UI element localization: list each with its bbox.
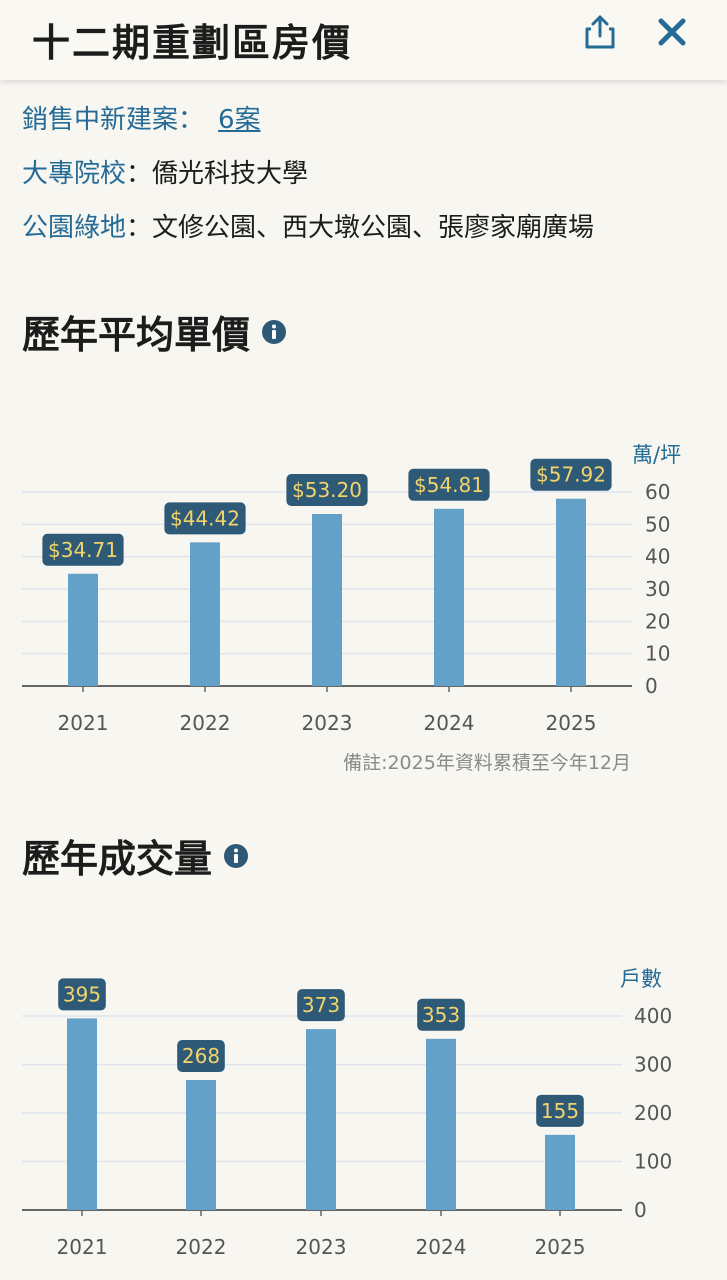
data-label: 353 <box>422 1003 460 1027</box>
info-sales-row: 銷售中新建案： 6案 <box>22 102 261 138</box>
share-icon <box>585 15 615 49</box>
y-tick-label: 300 <box>634 1053 672 1077</box>
x-tick-label: 2025 <box>535 1235 586 1259</box>
volume-bar-chart: 0 100 200 300 400 戶數 2021 395 2022 268 2023 373 2024… <box>22 967 672 1259</box>
data-label-badge <box>58 978 106 1011</box>
x-tick-label: 2023 <box>302 711 353 735</box>
info-college-row: 大專院校：僑光科技大學 <box>22 156 308 192</box>
data-label: 268 <box>182 1044 220 1068</box>
bar <box>68 573 98 686</box>
bar <box>312 513 342 686</box>
info-parks-row: 公園綠地：文修公園、西大墩公園、張廖家廟廣場 <box>22 210 594 246</box>
top-bar: 十二期重劃區房價 <box>0 0 727 80</box>
y-tick-label: 200 <box>634 1101 672 1125</box>
volume-info-icon[interactable] <box>224 843 249 868</box>
college-value: 僑光科技大學 <box>152 159 309 189</box>
data-label: $34.71 <box>48 538 118 562</box>
bar <box>426 1038 456 1210</box>
data-label-badge <box>297 989 345 1022</box>
close-button[interactable] <box>648 12 696 52</box>
x-tick-label: 2023 <box>296 1235 347 1259</box>
page-title: 十二期重劃區房價 <box>32 21 353 65</box>
bar <box>190 542 220 686</box>
price-bar-chart: 0 10 20 30 40 50 60 萬/坪 2021 $34.71 2022 $44.42 2023… <box>22 443 681 735</box>
sales-sep: ： <box>178 105 205 135</box>
x-tick-label: 2022 <box>176 1235 227 1259</box>
data-label: $57.92 <box>536 463 606 487</box>
data-label-badge <box>417 998 465 1031</box>
unit-label: 戶數 <box>620 967 662 991</box>
data-label: $53.20 <box>292 478 362 502</box>
bar <box>545 1134 575 1210</box>
close-icon <box>658 18 686 46</box>
x-tick-label: 2024 <box>416 1235 467 1259</box>
data-label-badge <box>408 468 490 501</box>
bar <box>556 498 586 686</box>
sales-count-link[interactable]: 6案 <box>218 105 261 135</box>
sales-label: 銷售中新建案 <box>22 105 179 135</box>
y-tick-label: 60 <box>645 480 670 504</box>
data-label: $54.81 <box>414 473 484 497</box>
volume-section-title: 歷年成交量 <box>22 828 249 883</box>
data-label: $44.42 <box>170 506 240 530</box>
data-label: 155 <box>541 1099 579 1123</box>
y-tick-label: 400 <box>634 1004 672 1028</box>
x-tick-label: 2021 <box>57 1235 108 1259</box>
parks-value: 文修公園、西大墩公園、張廖家廟廣場 <box>152 213 595 243</box>
price-note: 備註:2025年資料累積至今年12月 <box>343 752 631 774</box>
data-label-badge <box>164 502 246 535</box>
y-tick-label: 40 <box>645 545 670 569</box>
y-tick-label: 0 <box>645 674 658 698</box>
y-tick-label: 50 <box>645 512 670 536</box>
price-section-title: 歷年平均單價 <box>22 304 287 359</box>
data-label: 395 <box>63 982 101 1006</box>
data-label-badge <box>536 1094 584 1127</box>
bar <box>306 1029 336 1210</box>
college-label: 大專院校 <box>22 159 127 189</box>
x-tick-label: 2025 <box>546 711 597 735</box>
price-title-text: 歷年平均單價 <box>22 313 251 357</box>
x-tick-label: 2024 <box>424 711 475 735</box>
x-tick-label: 2021 <box>58 711 109 735</box>
data-label-badge <box>42 533 124 566</box>
x-tick-label: 2022 <box>180 711 231 735</box>
bar <box>434 508 464 686</box>
unit-label: 萬/坪 <box>632 443 681 467</box>
data-label-badge <box>286 473 368 506</box>
y-tick-label: 0 <box>634 1198 647 1222</box>
data-label-badge <box>530 458 612 491</box>
parks-label: 公園綠地 <box>22 213 127 243</box>
y-tick-label: 10 <box>645 642 670 666</box>
college-sep: ： <box>126 159 153 189</box>
data-label: 373 <box>302 993 340 1017</box>
bar <box>67 1018 97 1210</box>
y-tick-label: 30 <box>645 577 670 601</box>
share-button[interactable] <box>576 12 624 52</box>
data-label-badge <box>177 1040 225 1073</box>
bar <box>186 1080 216 1210</box>
parks-sep: ： <box>126 213 153 243</box>
price-info-icon[interactable] <box>262 319 287 344</box>
y-tick-label: 20 <box>645 609 670 633</box>
y-tick-label: 100 <box>634 1150 672 1174</box>
volume-title-text: 歷年成交量 <box>22 837 213 881</box>
